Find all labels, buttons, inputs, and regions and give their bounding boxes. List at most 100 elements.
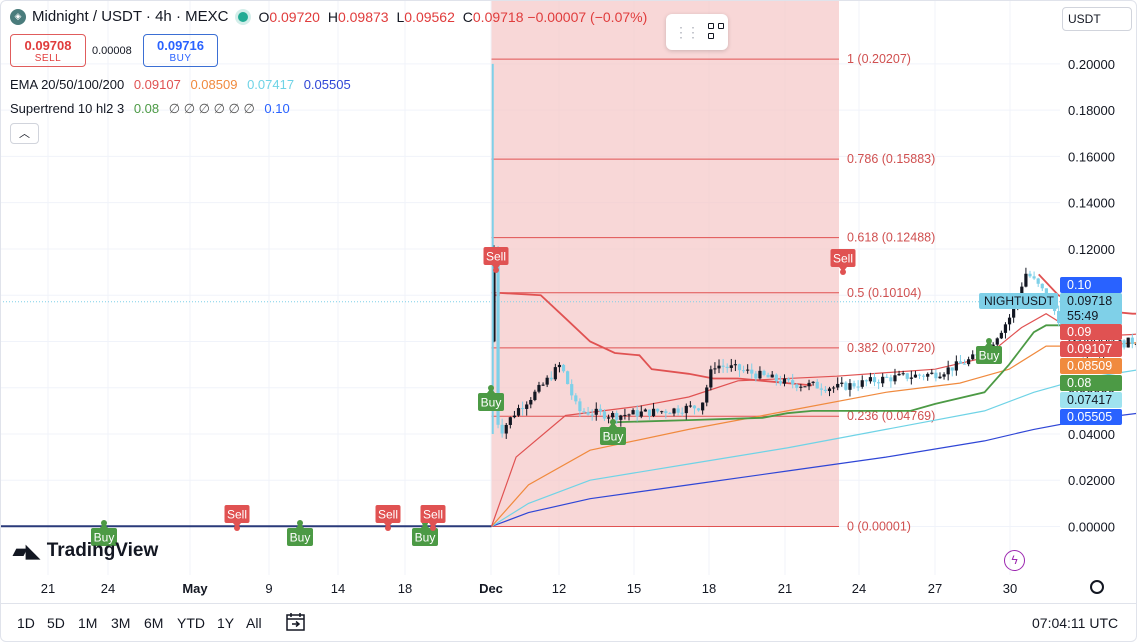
ema-legend[interactable]: EMA 20/50/100/200 0.09107 0.08509 0.0741… [10, 77, 357, 92]
sell-signal[interactable] [375, 505, 401, 523]
buy-signal[interactable] [600, 427, 626, 445]
utc-clock[interactable]: 07:04:11 UTC [1032, 615, 1119, 631]
candle-body [492, 249, 496, 342]
candle-body [602, 411, 607, 419]
go-to-date-icon[interactable] [285, 612, 307, 632]
candle-body [570, 384, 574, 396]
drag-handle-icon[interactable]: ⋮⋮ [674, 23, 700, 40]
tradingview-logo: ▰◣ TradingView [13, 540, 158, 562]
symbol-legend: ◈ Midnight / USDT · 4h · MEXC O0.09720 H… [10, 8, 651, 25]
candle-body [897, 373, 901, 376]
candle-body [819, 388, 823, 390]
candle-body [725, 366, 729, 368]
candle-body [1122, 340, 1126, 348]
timeframe-1y[interactable]: 1Y [217, 615, 235, 631]
candle-body [868, 377, 873, 382]
candle-body [529, 399, 533, 405]
ohlc-readout: O0.09720 H0.09873 L0.09562 C0.09718 −0.0… [258, 9, 651, 25]
candle-body [705, 387, 709, 403]
sell-signal[interactable] [830, 249, 856, 267]
open-value: 0.09720 [269, 8, 320, 25]
candle-body [1044, 288, 1048, 298]
gear-icon[interactable] [1090, 580, 1104, 594]
signal-dot [488, 385, 494, 391]
candle-body [656, 408, 660, 412]
candle-body [815, 381, 819, 389]
signal-dot [493, 267, 499, 273]
candle-body [962, 363, 967, 365]
currency-selector[interactable]: USDT [1062, 7, 1132, 31]
lightning-icon[interactable]: ϟ [1004, 550, 1025, 571]
buy-signal[interactable] [412, 528, 438, 546]
sell-signal[interactable] [420, 505, 446, 523]
buy-signal[interactable] [287, 528, 313, 546]
price-axis-label: 0.04000 [1068, 427, 1115, 442]
candle-body [639, 411, 643, 417]
time-axis-label: 21 [41, 581, 55, 596]
low-key: L [396, 8, 405, 25]
tradingview-mark-icon: ▰◣ [13, 540, 40, 561]
candle-body [958, 361, 963, 364]
timeframe-6m[interactable]: 6M [144, 615, 164, 631]
candle-body [795, 384, 799, 388]
signal-dot [385, 525, 391, 531]
signal-label: Buy [415, 531, 436, 545]
object-tree-icon[interactable] [708, 23, 726, 41]
timeframe-3m[interactable]: 3M [111, 615, 131, 631]
signal-dot [430, 525, 436, 531]
chevron-up-icon: ︿ [19, 128, 30, 140]
candle-body [938, 376, 942, 379]
candle-body [909, 377, 913, 379]
price-axis-label: 0.16000 [1068, 149, 1115, 164]
tradingview-wordmark: TradingView [46, 540, 159, 561]
buy-signal[interactable] [478, 393, 504, 411]
timeframe-all[interactable]: All [246, 615, 262, 631]
candle-body [1057, 311, 1061, 324]
candle-body [627, 414, 631, 416]
supertrend-up-line [609, 324, 1071, 424]
market-status-icon [238, 11, 249, 22]
timeframe-1d[interactable]: 1D [17, 615, 35, 631]
candle-body [688, 405, 692, 407]
supertrend-label: Supertrend 10 hl2 3 [10, 101, 125, 116]
price-tag [1060, 375, 1122, 391]
time-axis-label: 21 [778, 581, 792, 596]
high-key: H [327, 8, 338, 25]
collapse-legend-button[interactable]: ︿ [10, 123, 39, 144]
candle-body [598, 408, 602, 412]
timeframe-1m[interactable]: 1M [78, 615, 98, 631]
supertrend-na-values: ∅ ∅ ∅ ∅ ∅ ∅ [168, 101, 255, 116]
candle-body [774, 374, 778, 382]
candle-body [611, 413, 615, 418]
candle-body [713, 368, 717, 370]
candle-body [1040, 283, 1044, 289]
time-axis-label: 15 [627, 581, 641, 596]
supertrend-down-value: 0.10 [264, 101, 290, 116]
candle-body [541, 384, 545, 386]
price-tag-value: 0.08 [1067, 376, 1091, 390]
price-tag [1060, 341, 1122, 357]
fib-level-label: 0.236 (0.04769) [847, 409, 935, 423]
sell-button[interactable]: 0.09708 SELL [10, 34, 86, 67]
buy-price: 0.09716 [157, 38, 204, 53]
candle-body [525, 404, 529, 409]
signal-label: Buy [481, 396, 502, 410]
buy-button[interactable]: 0.09716 BUY [143, 34, 218, 67]
buy-signal[interactable] [976, 346, 1002, 364]
timeframe-ytd[interactable]: YTD [177, 615, 205, 631]
candle-body [754, 373, 758, 379]
sell-signal[interactable] [224, 505, 250, 523]
price-axis-label: 0.14000 [1068, 196, 1115, 211]
timeframe-5d[interactable]: 5D [47, 615, 65, 631]
candle-body [586, 412, 590, 415]
symbol-title[interactable]: Midnight / USDT · 4h · MEXC [32, 8, 229, 25]
signal-label: Buy [603, 430, 624, 444]
supertrend-legend[interactable]: Supertrend 10 hl2 3 0.08 ∅ ∅ ∅ ∅ ∅ ∅ 0.1… [10, 101, 296, 117]
close-key: C [462, 8, 473, 25]
floating-toolbar[interactable]: ⋮⋮ [666, 14, 728, 50]
buy-signal[interactable] [91, 528, 117, 546]
candle-body [922, 375, 926, 377]
candle-body [901, 373, 905, 375]
sell-signal[interactable] [483, 247, 509, 265]
